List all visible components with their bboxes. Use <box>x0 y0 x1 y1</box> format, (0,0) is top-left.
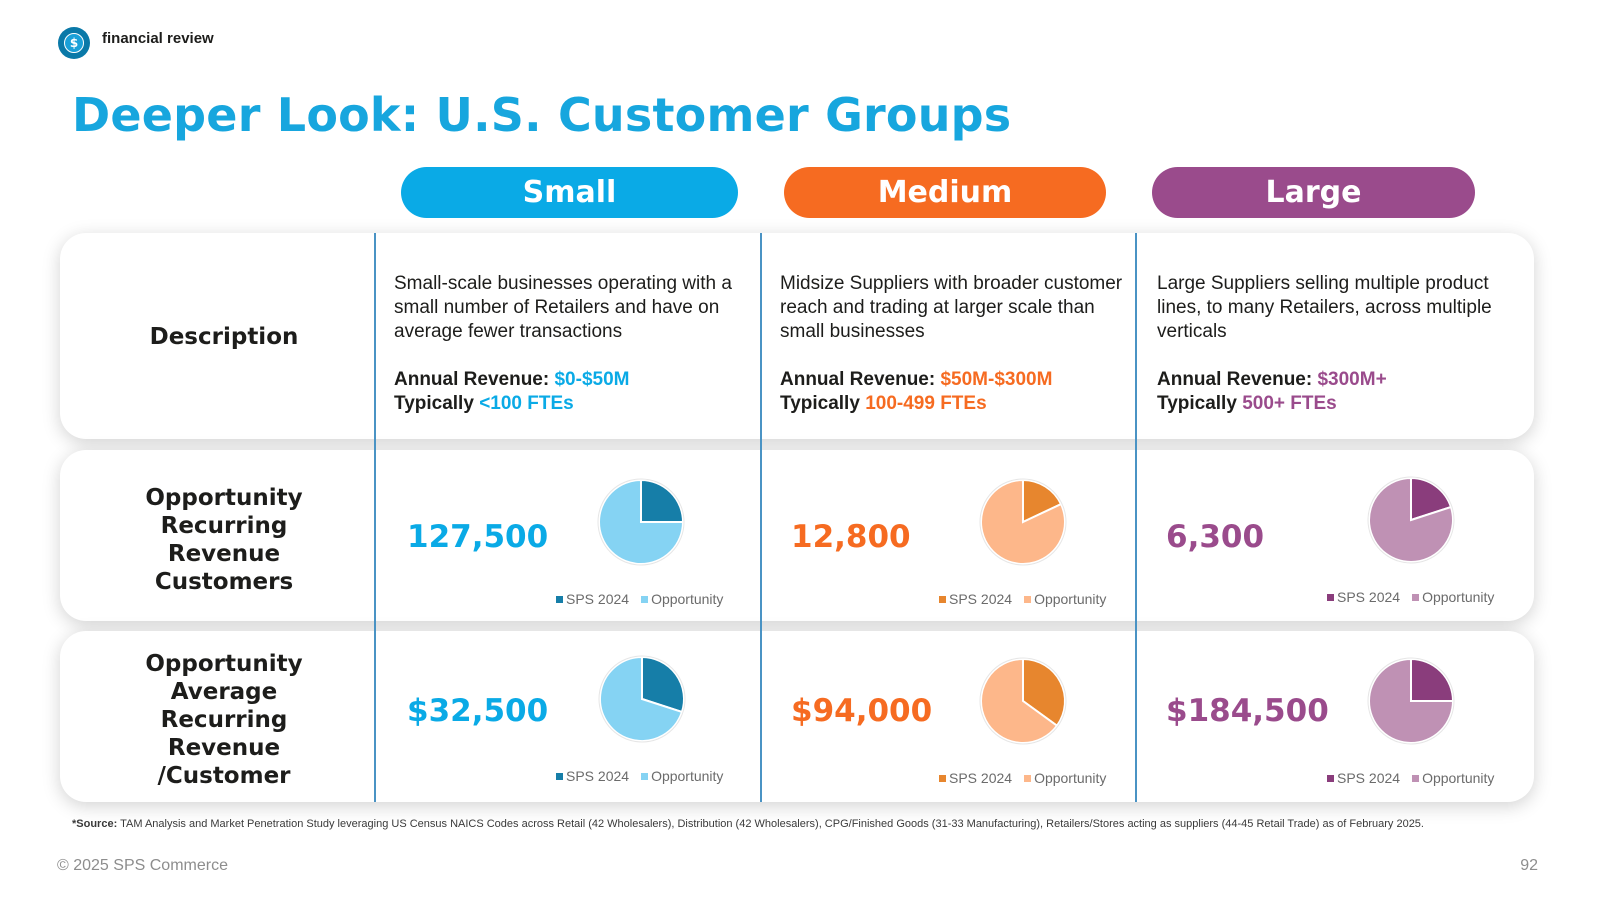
description-large: Large Suppliers selling multiple product… <box>1157 272 1507 416</box>
legend-opportunity: Opportunity <box>651 768 724 784</box>
dollar-coin-icon: $ <box>58 27 90 59</box>
pie-chart-small-avg <box>598 655 686 743</box>
brand-name: financial review <box>102 29 214 47</box>
legend-opportunity: Opportunity <box>1034 591 1107 607</box>
legend-sps: SPS 2024 <box>1337 589 1401 605</box>
pie-chart-medium-avg <box>979 657 1067 745</box>
pie-slice-opportunity <box>1368 657 1455 744</box>
legend-swatch-sps <box>939 775 946 782</box>
annual-revenue: Annual Revenue: $0-$50M <box>394 369 630 390</box>
customers-row-card <box>60 450 1534 621</box>
legend-swatch-sps <box>556 596 563 603</box>
legend-swatch-sps <box>939 596 946 603</box>
legend-swatch-opportunity <box>1024 596 1032 603</box>
pie-slice-sps-2024 <box>1022 657 1066 728</box>
chart-legend: SPS 2024 Opportunity <box>556 591 723 607</box>
legend-swatch-sps <box>556 773 563 780</box>
avg-revenue-small-value: $32,500 <box>407 693 549 729</box>
chart-legend: SPS 2024 Opportunity <box>1327 589 1494 605</box>
legend-swatch-opportunity <box>1412 775 1420 782</box>
description-row-card <box>60 233 1534 439</box>
pie-slice-sps-2024 <box>641 655 685 714</box>
legend-sps: SPS 2024 <box>1337 770 1401 786</box>
brand: $ financial review <box>58 27 214 59</box>
ftes: Typically 100-499 FTEs <box>780 393 987 414</box>
pie-outline <box>1367 476 1455 564</box>
customers-large-value: 6,300 <box>1166 519 1265 555</box>
pie-chart-small-customers <box>597 478 685 566</box>
ftes: Typically 500+ FTEs <box>1157 393 1337 414</box>
customers-medium-value: 12,800 <box>791 519 911 555</box>
copyright: © 2025 SPS Commerce <box>57 857 228 874</box>
dollar-glyph: $ <box>64 33 84 53</box>
pie-outline <box>597 478 685 566</box>
pie-chart-large-avg <box>1367 657 1455 745</box>
pie-slice-sps-2024 <box>640 478 685 523</box>
legend-sps: SPS 2024 <box>949 770 1013 786</box>
segment-header-large: Large <box>1152 167 1475 218</box>
pie-slice-sps-2024 <box>1410 657 1455 702</box>
segment-header-small: Small <box>401 167 738 218</box>
legend-opportunity: Opportunity <box>1422 589 1495 605</box>
legend-swatch-sps <box>1327 594 1334 601</box>
row-label-avg-revenue: Opportunity Average Recurring Revenue /C… <box>145 651 303 789</box>
description-text: Midsize Suppliers with broader customer … <box>780 273 1123 342</box>
legend-swatch-opportunity <box>641 596 649 603</box>
chart-legend: SPS 2024 Opportunity <box>556 768 723 784</box>
legend-swatch-opportunity <box>1412 594 1420 601</box>
pie-outline <box>979 478 1067 566</box>
row-label-description: Description <box>149 324 299 350</box>
pie-slice-opportunity <box>980 478 1066 565</box>
chart-legend: SPS 2024 Opportunity <box>1327 770 1494 786</box>
legend-opportunity: Opportunity <box>1034 770 1107 786</box>
avg-revenue-row-card <box>60 631 1534 802</box>
legend-sps: SPS 2024 <box>566 768 630 784</box>
column-divider <box>760 233 762 802</box>
pie-outline <box>979 657 1067 745</box>
description-medium: Midsize Suppliers with broader customer … <box>780 272 1130 416</box>
description-text: Large Suppliers selling multiple product… <box>1157 273 1492 342</box>
legend-swatch-opportunity <box>1024 775 1032 782</box>
pie-slice-opportunity <box>598 478 685 565</box>
legend-opportunity: Opportunity <box>651 591 724 607</box>
legend-opportunity: Opportunity <box>1422 770 1495 786</box>
column-divider <box>1135 233 1137 802</box>
ftes: Typically <100 FTEs <box>394 393 574 414</box>
row-label-customers: Opportunity Recurring Revenue Customers <box>145 485 303 595</box>
legend-swatch-sps <box>1327 775 1334 782</box>
source-note: *Source: TAM Analysis and Market Penetra… <box>72 818 1424 830</box>
page-number: 92 <box>1520 857 1538 874</box>
annual-revenue: Annual Revenue: $300M+ <box>1157 369 1387 390</box>
annual-revenue: Annual Revenue: $50M-$300M <box>780 369 1053 390</box>
column-divider <box>374 233 376 802</box>
legend-sps: SPS 2024 <box>566 591 630 607</box>
pie-slice-opportunity <box>599 655 684 742</box>
pie-slice-opportunity <box>980 657 1059 744</box>
chart-legend: SPS 2024 Opportunity <box>939 591 1106 607</box>
legend-swatch-opportunity <box>641 773 649 780</box>
pie-chart-large-customers <box>1367 476 1455 564</box>
pie-outline <box>1367 657 1455 745</box>
description-text: Small-scale businesses operating with a … <box>394 273 732 342</box>
pie-slice-opportunity <box>1368 476 1454 563</box>
customers-small-value: 127,500 <box>407 519 549 555</box>
avg-revenue-medium-value: $94,000 <box>791 693 933 729</box>
segment-header-medium: Medium <box>784 167 1106 218</box>
avg-revenue-large-value: $184,500 <box>1166 693 1329 729</box>
pie-outline <box>598 655 686 743</box>
legend-sps: SPS 2024 <box>949 591 1013 607</box>
chart-legend: SPS 2024 Opportunity <box>939 770 1106 786</box>
pie-chart-medium-customers <box>979 478 1067 566</box>
description-small: Small-scale businesses operating with a … <box>394 272 744 416</box>
page-title: Deeper Look: U.S. Customer Groups <box>72 88 1012 142</box>
